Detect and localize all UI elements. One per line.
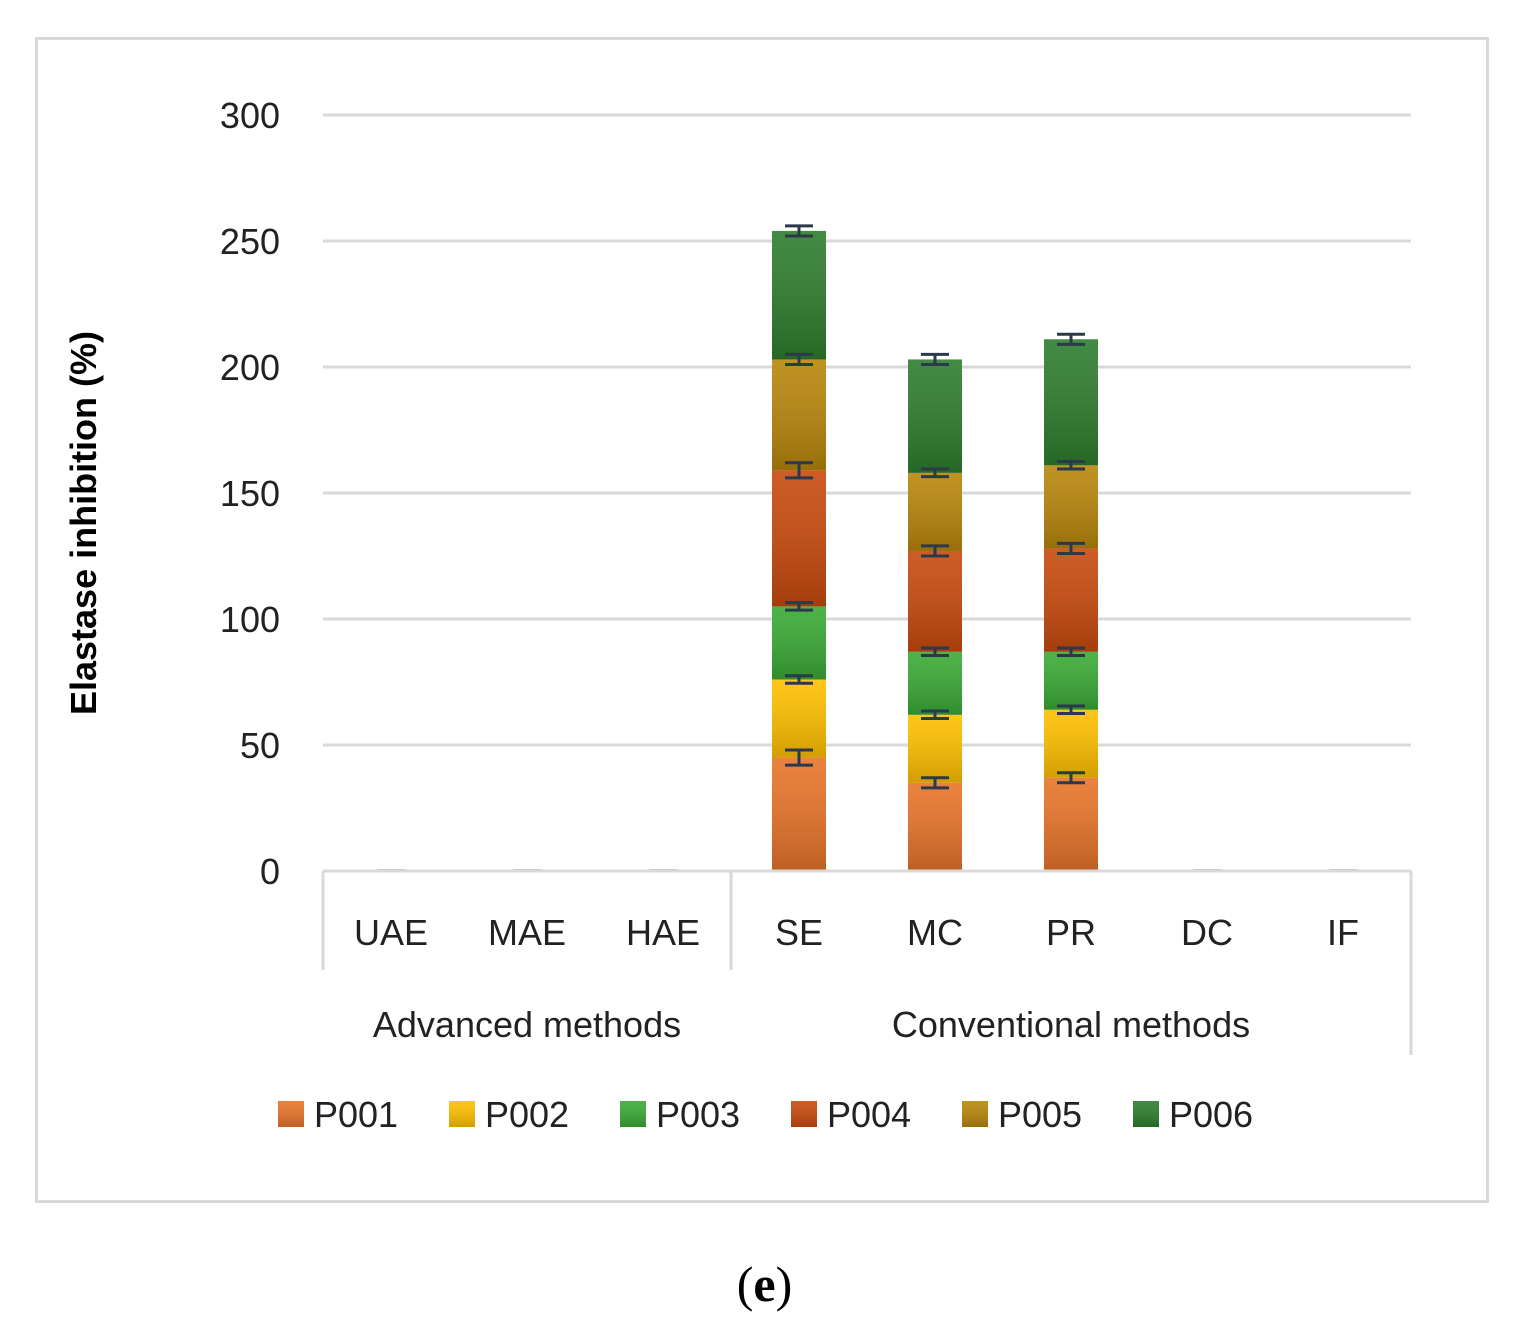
x-tick-label: MAE: [488, 912, 566, 953]
legend-swatch-shade: [1133, 1101, 1159, 1127]
y-tick-label: 100: [220, 599, 280, 640]
legend-label: P003: [656, 1094, 740, 1135]
panel-label-open: (: [736, 1256, 754, 1312]
bar-segment-shade: [1044, 465, 1098, 549]
bar-segment-shade: [1044, 651, 1098, 710]
x-group-label: Conventional methods: [892, 1004, 1250, 1045]
legend-swatch-shade: [791, 1101, 817, 1127]
bar-segment-shade: [772, 470, 826, 607]
panel-label: (e): [0, 1255, 1529, 1313]
y-axis-title: Elastase inhibition (%): [63, 331, 104, 715]
bar-segment-shade: [772, 757, 826, 871]
y-tick-label: 150: [220, 473, 280, 514]
x-tick-label: MC: [907, 912, 963, 953]
bar-segment-shade: [772, 606, 826, 680]
y-tick-label: 200: [220, 347, 280, 388]
legend-label: P001: [314, 1094, 398, 1135]
bar-segment-shade: [1044, 339, 1098, 466]
x-tick-label: SE: [775, 912, 823, 953]
x-tick-label: DC: [1181, 912, 1233, 953]
y-tick-label: 50: [240, 725, 280, 766]
legend-label: P005: [998, 1094, 1082, 1135]
bar-segment-shade: [908, 472, 962, 551]
bar-segment-shade: [908, 550, 962, 652]
panel-label-letter: e: [753, 1256, 776, 1312]
x-tick-label: UAE: [354, 912, 428, 953]
bar-segment-shade: [772, 359, 826, 471]
bar-segment-shade: [1044, 777, 1098, 871]
legend-swatch-shade: [278, 1101, 304, 1127]
y-tick-label: 250: [220, 221, 280, 262]
y-tick-label: 300: [220, 95, 280, 136]
legend-swatch-shade: [962, 1101, 988, 1127]
bar-segment-shade: [772, 230, 826, 360]
legend-label: P002: [485, 1094, 569, 1135]
bar-segment-shade: [908, 651, 962, 715]
bar-segment-shade: [908, 359, 962, 473]
x-group-label: Advanced methods: [373, 1004, 681, 1045]
bar-segment-shade: [1044, 709, 1098, 778]
x-tick-label: HAE: [626, 912, 700, 953]
legend-swatch-shade: [620, 1101, 646, 1127]
legend-swatch-shade: [449, 1101, 475, 1127]
y-tick-label: 0: [260, 851, 280, 892]
legend-label: P004: [827, 1094, 911, 1135]
panel-label-close: ): [775, 1256, 793, 1312]
bar-segment-shade: [908, 714, 962, 783]
chart-frame: [35, 37, 1489, 1203]
bar-segment-shade: [908, 782, 962, 871]
bar-segment-shade: [1044, 548, 1098, 652]
x-tick-label: IF: [1327, 912, 1359, 953]
x-tick-label: PR: [1046, 912, 1096, 953]
bar-segment-shade: [772, 679, 826, 758]
legend-label: P006: [1169, 1094, 1253, 1135]
